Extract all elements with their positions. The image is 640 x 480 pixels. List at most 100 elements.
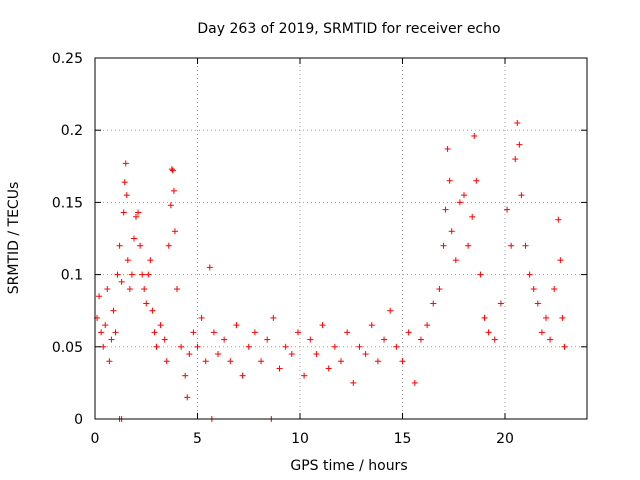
data-point bbox=[161, 336, 168, 343]
data-point bbox=[194, 343, 201, 350]
grid-lines bbox=[95, 58, 587, 419]
data-point bbox=[350, 379, 357, 386]
data-point bbox=[381, 336, 388, 343]
data-point bbox=[143, 300, 150, 307]
data-point bbox=[456, 199, 463, 206]
data-point bbox=[374, 358, 381, 365]
data-point bbox=[258, 358, 265, 365]
data-point bbox=[559, 314, 566, 321]
data-point bbox=[522, 242, 529, 249]
data-point bbox=[163, 358, 170, 365]
data-point bbox=[538, 329, 545, 336]
y-tick-label: 0.2 bbox=[61, 123, 83, 139]
data-point bbox=[288, 351, 295, 358]
y-tick-label: 0.1 bbox=[61, 268, 83, 284]
data-point bbox=[276, 365, 283, 372]
data-point bbox=[356, 343, 363, 350]
x-tick-label: 10 bbox=[291, 431, 309, 447]
data-point bbox=[551, 286, 558, 293]
data-point bbox=[514, 119, 521, 126]
data-point bbox=[547, 336, 554, 343]
data-point bbox=[282, 343, 289, 350]
data-point bbox=[461, 192, 467, 199]
data-point bbox=[440, 242, 447, 249]
data-point bbox=[110, 307, 117, 314]
data-point bbox=[264, 336, 271, 343]
data-point bbox=[190, 329, 197, 336]
data-point bbox=[170, 187, 177, 194]
data-point bbox=[471, 132, 478, 139]
data-point bbox=[169, 167, 176, 174]
y-tick-label: 0.15 bbox=[52, 195, 83, 211]
data-point bbox=[319, 322, 326, 329]
data-point bbox=[151, 329, 158, 336]
data-point bbox=[473, 177, 480, 184]
data-point bbox=[508, 242, 515, 249]
y-tick-label: 0.25 bbox=[52, 51, 83, 67]
data-point bbox=[362, 351, 369, 358]
data-point bbox=[124, 257, 131, 264]
x-tick-label: 15 bbox=[394, 431, 412, 447]
data-point bbox=[485, 329, 492, 336]
data-point bbox=[227, 358, 234, 365]
data-point bbox=[157, 322, 164, 329]
data-point bbox=[133, 213, 139, 220]
data-point bbox=[182, 372, 189, 379]
data-point bbox=[167, 202, 174, 209]
data-point bbox=[430, 300, 437, 307]
data-point bbox=[122, 160, 129, 167]
data-point bbox=[344, 329, 351, 336]
data-point bbox=[137, 242, 144, 249]
data-point bbox=[104, 286, 111, 293]
data-point bbox=[307, 336, 314, 343]
chart-title: Day 263 of 2019, SRMTID for receiver ech… bbox=[197, 21, 500, 37]
data-point bbox=[112, 329, 119, 336]
data-point bbox=[135, 209, 142, 216]
data-point bbox=[338, 358, 344, 365]
data-point bbox=[331, 343, 338, 350]
y-tick-label: 0.05 bbox=[52, 340, 83, 356]
data-point bbox=[543, 314, 549, 321]
y-axis-label: SRMTID / TECUs bbox=[6, 182, 22, 295]
data-point bbox=[186, 351, 193, 358]
data-point bbox=[147, 257, 154, 264]
data-point bbox=[393, 343, 400, 350]
data-point bbox=[106, 358, 113, 365]
data-point bbox=[239, 372, 246, 379]
data-point bbox=[102, 322, 109, 329]
data-point bbox=[477, 271, 484, 278]
data-point bbox=[233, 322, 240, 329]
data-point bbox=[469, 213, 476, 220]
data-point bbox=[123, 192, 130, 199]
data-point bbox=[108, 336, 115, 343]
data-point bbox=[149, 307, 156, 314]
data-point bbox=[516, 141, 523, 148]
x-axis-label: GPS time / hours bbox=[290, 458, 407, 474]
data-point bbox=[313, 351, 320, 358]
data-point bbox=[116, 242, 123, 249]
x-tick-label: 5 bbox=[193, 431, 202, 447]
data-point bbox=[448, 228, 455, 235]
plot-frame bbox=[94, 57, 588, 420]
data-point bbox=[114, 271, 121, 278]
data-point bbox=[100, 343, 107, 350]
data-point bbox=[561, 343, 568, 350]
data-point bbox=[530, 286, 537, 293]
data-point bbox=[534, 300, 541, 307]
data-point bbox=[294, 329, 301, 336]
data-point bbox=[118, 278, 125, 285]
data-point bbox=[215, 351, 221, 358]
y-tick-label: 0 bbox=[74, 412, 83, 428]
data-point bbox=[178, 343, 185, 350]
data-point bbox=[202, 358, 209, 365]
data-point bbox=[387, 307, 394, 314]
data-point bbox=[221, 336, 228, 343]
data-point bbox=[168, 166, 175, 173]
data-point bbox=[171, 228, 178, 235]
data-point bbox=[424, 322, 431, 329]
data-point bbox=[165, 242, 172, 249]
data-point bbox=[130, 235, 137, 242]
tick-labels: 0 5 10 15 20 0 0.05 0.1 0.15 0.2 0.25 bbox=[52, 51, 514, 447]
data-point bbox=[184, 394, 191, 401]
data-point bbox=[555, 216, 562, 223]
